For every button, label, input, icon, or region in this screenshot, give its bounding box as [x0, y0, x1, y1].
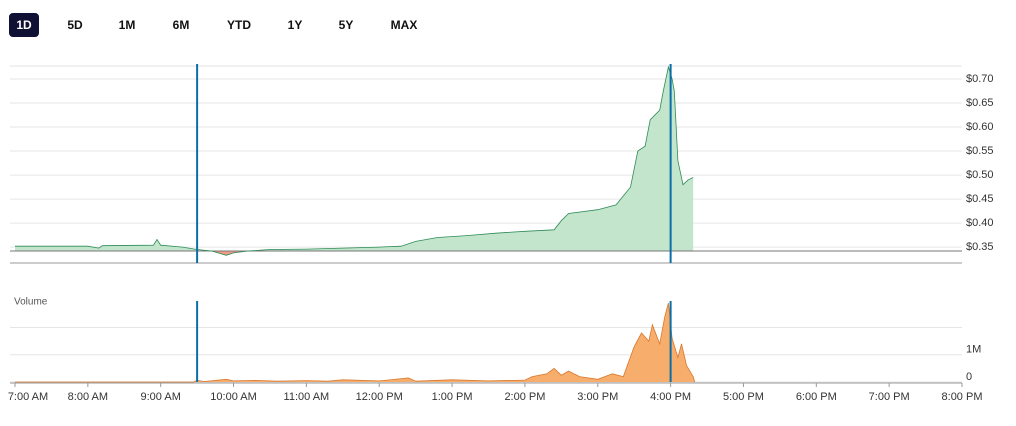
range-button[interactable]: YTD: [227, 18, 251, 32]
y-tick-label: $0.40: [966, 217, 994, 229]
x-tick-label: 2:00 PM: [504, 391, 545, 403]
y-tick-label: $0.45: [966, 193, 994, 205]
axis-title: Volume: [14, 297, 48, 308]
x-tick-label: 3:00 PM: [577, 391, 618, 403]
x-tick-label: 5:00 PM: [723, 391, 764, 403]
line: [15, 65, 694, 256]
range-button[interactable]: 5D: [67, 18, 83, 32]
range-button-bg[interactable]: [9, 13, 39, 37]
line: [15, 302, 696, 383]
x-tick-label: 12:00 PM: [356, 391, 403, 403]
x-tick-label: 1:00 PM: [432, 391, 473, 403]
y-tick-label: $0.35: [966, 241, 994, 253]
y-tick-label: $0.65: [966, 97, 994, 109]
range-button[interactable]: 1Y: [288, 18, 303, 32]
x-tick-label: 9:00 AM: [141, 391, 181, 403]
x-tick-label: 7:00 AM: [8, 391, 48, 403]
range-button[interactable]: 1D: [16, 18, 32, 32]
y-tick-label: $0.50: [966, 169, 994, 181]
x-tick-label: 7:00 PM: [869, 391, 910, 403]
y-tick-label: $0.60: [966, 121, 994, 133]
range-button[interactable]: 1M: [119, 18, 136, 32]
range-button[interactable]: MAX: [391, 18, 418, 32]
x-tick-label: 4:00 PM: [650, 391, 691, 403]
range-button[interactable]: 5Y: [339, 18, 354, 32]
x-tick-label: 11:00 AM: [284, 391, 330, 403]
area-fill: [15, 67, 694, 251]
x-tick-label: 6:00 PM: [796, 391, 837, 403]
range-button[interactable]: 6M: [173, 18, 190, 32]
x-tick-label: 10:00 AM: [210, 391, 256, 403]
y-tick-label: $0.70: [966, 73, 994, 85]
x-tick-label: 8:00 AM: [68, 391, 108, 403]
area-fill: [15, 303, 695, 382]
y-tick-label: $0.55: [966, 145, 994, 157]
y-tick-label: 0: [966, 371, 972, 383]
x-tick-label: 8:00 PM: [942, 391, 983, 403]
y-tick-label: 1M: [966, 344, 981, 356]
